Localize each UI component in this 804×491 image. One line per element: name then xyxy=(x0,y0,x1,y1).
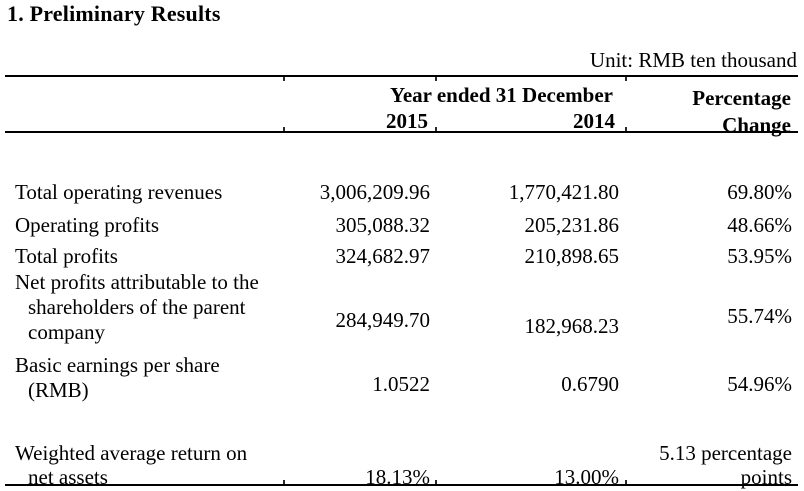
table-row-operating-profits: Operating profits 305,088.32 205,231.86 … xyxy=(5,213,798,238)
column-boundary-tick xyxy=(435,127,437,131)
row-label: Weighted average return on net assets xyxy=(15,441,248,489)
col-header-percentage-change: Percentage Change xyxy=(692,86,791,137)
column-boundary-tick xyxy=(435,480,437,484)
row-label: Basic earnings per share (RMB) xyxy=(15,353,220,402)
column-boundary-tick xyxy=(283,127,285,131)
cell-2014: 182,968.23 xyxy=(524,314,620,338)
col-header-2014: 2014 xyxy=(573,109,615,133)
table-header-rule xyxy=(5,131,798,133)
cell-percentage-change: 54.96% xyxy=(727,372,792,396)
cell-2015: 1.0522 xyxy=(372,372,430,396)
col-header-2015: 2015 xyxy=(386,109,428,133)
cell-2014: 1,770,421.80 xyxy=(508,180,619,204)
column-boundary-tick xyxy=(625,77,627,81)
unit-note: Unit: RMB ten thousand xyxy=(589,48,797,72)
row-label: Total profits xyxy=(15,244,118,268)
cell-2015: 324,682.97 xyxy=(335,244,431,268)
cell-percentage-change: 69.80% xyxy=(727,180,792,204)
column-boundary-tick xyxy=(283,77,285,81)
cell-percentage-change: 5.13 percentage points xyxy=(659,441,792,489)
cell-2015: 3,006,209.96 xyxy=(319,180,430,204)
cell-2014: 0.6790 xyxy=(561,372,619,396)
results-table-body: Total operating revenues 3,006,209.96 1,… xyxy=(5,134,798,489)
table-row-total-profits: Total profits 324,682.97 210,898.65 53.9… xyxy=(5,244,798,269)
section-title: 1. Preliminary Results xyxy=(7,1,221,26)
table-top-rule xyxy=(5,75,798,77)
column-boundary-tick xyxy=(283,480,285,484)
table-row-net-profits: Net profits attributable to the sharehol… xyxy=(5,270,798,345)
table-row-weighted-average-return: Weighted average return on net assets 18… xyxy=(5,441,798,489)
row-label: Total operating revenues xyxy=(15,180,223,204)
cell-percentage-change: 53.95% xyxy=(727,244,792,268)
table-row-basic-eps: Basic earnings per share (RMB) 1.0522 0.… xyxy=(5,353,798,403)
cell-2015: 284,949.70 xyxy=(335,308,431,332)
row-label: Net profits attributable to the sharehol… xyxy=(15,270,259,344)
cell-percentage-change: 48.66% xyxy=(727,213,792,237)
table-row-total-operating-revenues: Total operating revenues 3,006,209.96 1,… xyxy=(5,180,798,205)
cell-percentage-change: 55.74% xyxy=(727,304,792,328)
column-boundary-tick xyxy=(625,127,627,131)
year-group-header: Year ended 31 December xyxy=(390,83,613,107)
column-boundary-tick xyxy=(625,480,627,484)
row-label: Operating profits xyxy=(15,213,160,237)
table-bottom-rule xyxy=(5,484,798,486)
cell-2015: 305,088.32 xyxy=(335,213,431,237)
cell-2014: 205,231.86 xyxy=(524,213,620,237)
column-boundary-tick xyxy=(435,77,437,81)
cell-2014: 210,898.65 xyxy=(524,244,620,268)
